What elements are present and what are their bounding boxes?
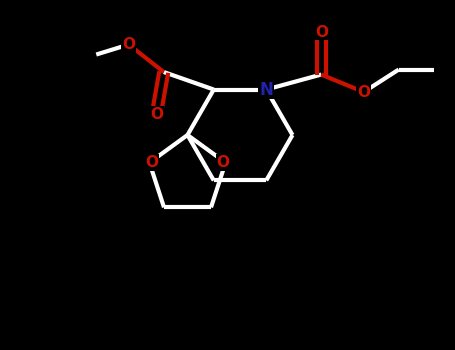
Text: O: O xyxy=(315,25,328,40)
Text: O: O xyxy=(146,155,158,170)
Text: O: O xyxy=(150,107,163,122)
Text: O: O xyxy=(217,155,229,170)
Text: N: N xyxy=(259,80,273,99)
Text: O: O xyxy=(122,37,135,52)
Text: O: O xyxy=(357,85,370,99)
